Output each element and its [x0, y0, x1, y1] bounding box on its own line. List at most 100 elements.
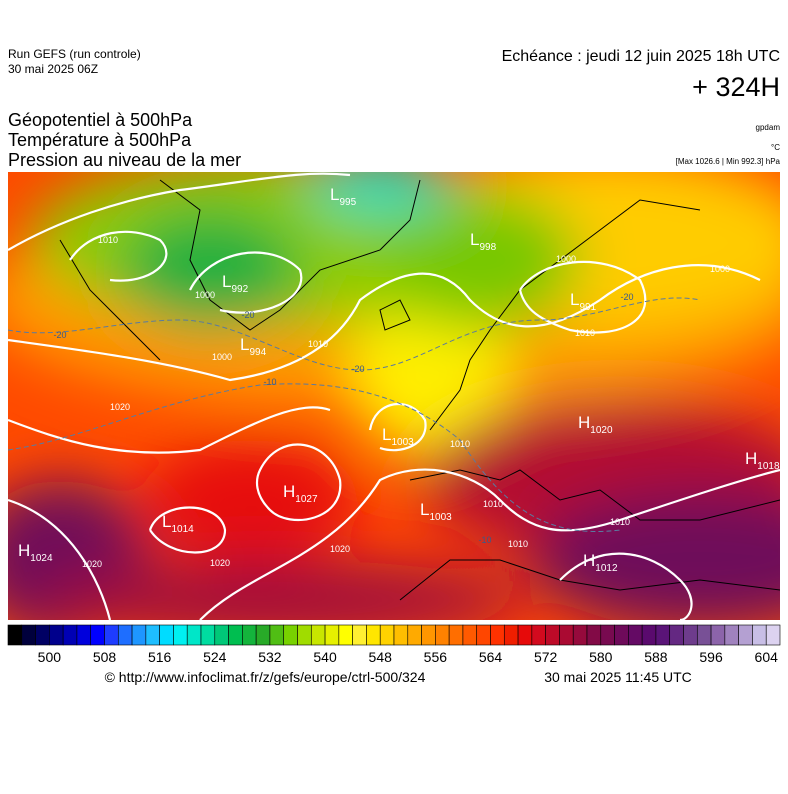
- colorbar-swatch: [600, 624, 615, 646]
- pressure-center: H1018: [745, 449, 780, 472]
- isobar-label: 1010: [483, 499, 503, 509]
- center-type: H: [18, 541, 30, 560]
- title: Température à 500hPa: [8, 130, 192, 150]
- run-date: 30 mai 2025 06Z: [8, 62, 98, 76]
- valid-time: Echéance : jeudi 12 juin 2025 18h UTC: [502, 48, 780, 65]
- isobar-label: 1010: [610, 517, 630, 527]
- center-type: L: [330, 185, 339, 204]
- colorbar-swatch: [131, 624, 147, 646]
- pressure-center: H1027: [283, 482, 318, 505]
- center-type: L: [420, 500, 429, 519]
- center-value: 998: [479, 242, 496, 253]
- isobar-label: 1020: [82, 559, 102, 569]
- center-value: 991: [579, 302, 596, 313]
- temperature-label: -10: [478, 535, 491, 545]
- center-value: 1018: [757, 461, 780, 472]
- colorbar-swatch: [269, 624, 285, 646]
- colorbar-swatch: [255, 624, 271, 646]
- run-name: Run GEFS (run controle): [8, 47, 141, 61]
- colorbar-swatch: [531, 624, 546, 646]
- pressure-center: H1020: [578, 413, 613, 436]
- pressure-center: L1003: [382, 425, 414, 448]
- temperature-label: -10: [263, 377, 276, 387]
- center-type: L: [240, 335, 249, 354]
- colorbar-swatch: [407, 624, 422, 646]
- pressure-center: L992: [222, 272, 249, 295]
- unit: gpdam: [756, 123, 781, 132]
- colorbar-swatch: [724, 624, 739, 646]
- center-value: 1024: [30, 553, 53, 564]
- map: [8, 172, 780, 620]
- isobar-label: 1020: [210, 558, 230, 568]
- colorbar-swatch: [710, 624, 726, 646]
- colorbar-swatch: [352, 624, 367, 646]
- colorbar-swatch: [242, 624, 257, 646]
- colorbar-swatch: [186, 624, 202, 646]
- pressure-center: H1012: [583, 551, 618, 574]
- colorbar-swatch: [476, 624, 491, 646]
- temperature-label: -20: [241, 310, 254, 320]
- center-type: L: [222, 272, 231, 291]
- colorbar-swatch: [545, 624, 560, 646]
- colorbar-swatch: [696, 624, 712, 646]
- colorbar-tick-label: 524: [203, 649, 227, 665]
- pressure-center: L1003: [420, 500, 452, 523]
- colorbar-swatch: [297, 624, 312, 646]
- center-type: H: [583, 551, 595, 570]
- colorbar-swatch: [435, 624, 450, 646]
- colorbar-swatch: [159, 624, 174, 646]
- colorbar-swatch: [462, 624, 478, 646]
- center-value: 994: [249, 347, 266, 358]
- center-value: 1003: [391, 437, 414, 448]
- center-value: 1012: [595, 563, 618, 574]
- colorbar-swatch: [200, 624, 216, 646]
- colorbar-swatch: [76, 624, 92, 646]
- colorbar-swatch: [517, 624, 533, 646]
- center-type: L: [382, 425, 391, 444]
- pressure-center: H1024: [18, 541, 53, 564]
- isobar-label: 1010: [308, 339, 328, 349]
- center-type: H: [745, 449, 757, 468]
- temperature-label: -20: [351, 364, 364, 374]
- isobar-label: 1010: [450, 439, 470, 449]
- colorbar-swatch: [641, 624, 657, 646]
- colorbar-tick-label: 588: [644, 649, 668, 665]
- colorbar-tick-label: 556: [424, 649, 448, 665]
- colorbar-swatch: [738, 624, 753, 646]
- colorbar-swatch: [117, 624, 133, 646]
- center-type: L: [470, 230, 479, 249]
- isobar-label: 1000: [195, 290, 215, 300]
- center-value: 995: [339, 197, 356, 208]
- colorbar-swatch: [173, 624, 188, 646]
- colorbar-tick-label: 580: [589, 649, 613, 665]
- colorbar-tick-label: 532: [258, 649, 282, 665]
- colorbar-swatch: [669, 624, 684, 646]
- colorbar-swatch: [145, 624, 160, 646]
- colorbar-swatch: [49, 624, 64, 646]
- isobar-label: 1000: [710, 264, 730, 274]
- colorbar-tick-label: 596: [699, 649, 723, 665]
- colorbar-swatch: [35, 624, 50, 646]
- isobar-label: 1020: [110, 402, 130, 412]
- colorbar-swatch: [765, 624, 781, 646]
- isobar-label: 1010: [508, 539, 528, 549]
- center-value: 1020: [590, 425, 613, 436]
- colorbar-tick-label: 604: [755, 649, 779, 665]
- center-value: 1003: [429, 512, 452, 523]
- colorbar-tick-label: 540: [313, 649, 337, 665]
- temperature-label: -20: [620, 292, 633, 302]
- isobar-label: 1000: [556, 254, 576, 264]
- colorbar-swatch: [366, 624, 381, 646]
- colorbar-swatch: [283, 624, 298, 646]
- colorbar-swatch: [393, 624, 409, 646]
- colorbar-swatch: [490, 624, 505, 646]
- colorbar-swatch: [310, 624, 326, 646]
- isobar-label: 1010: [575, 328, 595, 338]
- colorbar-swatch: [655, 624, 671, 646]
- colorbar-swatch: [21, 624, 36, 646]
- pressure-center: L995: [330, 185, 357, 208]
- colorbar-swatch: [90, 624, 105, 646]
- colorbar: 500 508 516 524 532 540 548 556 564 572 580 588 596 6…: [7, 624, 781, 665]
- colorbar-swatch: [421, 624, 436, 646]
- title: Pression au niveau de la mer: [8, 150, 241, 170]
